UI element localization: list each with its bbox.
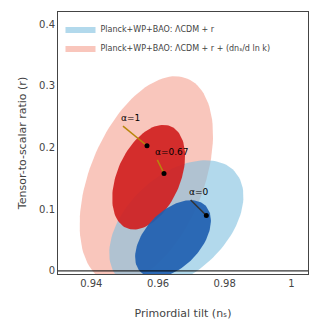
svg-text:Planck+WP+BAO: ΛCDM + r: Planck+WP+BAO: ΛCDM + r [101,25,215,34]
svg-text:Tensor-to-scalar ratio (r): Tensor-to-scalar ratio (r) [16,77,29,210]
svg-text:α=0: α=0 [189,187,208,197]
svg-text:0.4: 0.4 [39,19,55,30]
svg-text:0.3: 0.3 [39,80,55,91]
svg-text:1: 1 [288,278,294,289]
svg-text:0: 0 [49,265,55,276]
svg-text:0.98: 0.98 [214,278,236,289]
svg-text:0.94: 0.94 [80,278,102,289]
svg-text:Primordial tilt (nₛ): Primordial tilt (nₛ) [134,307,231,320]
svg-text:Planck+WP+BAO: ΛCDM + r + (dnₛ: Planck+WP+BAO: ΛCDM + r + (dnₛ/d ln k) [101,44,271,53]
svg-text:0.1: 0.1 [39,204,55,215]
svg-text:0.2: 0.2 [39,142,55,153]
svg-text:α=0.67: α=0.67 [155,147,189,157]
svg-text:α=1: α=1 [121,113,140,123]
svg-text:0.96: 0.96 [147,278,169,289]
